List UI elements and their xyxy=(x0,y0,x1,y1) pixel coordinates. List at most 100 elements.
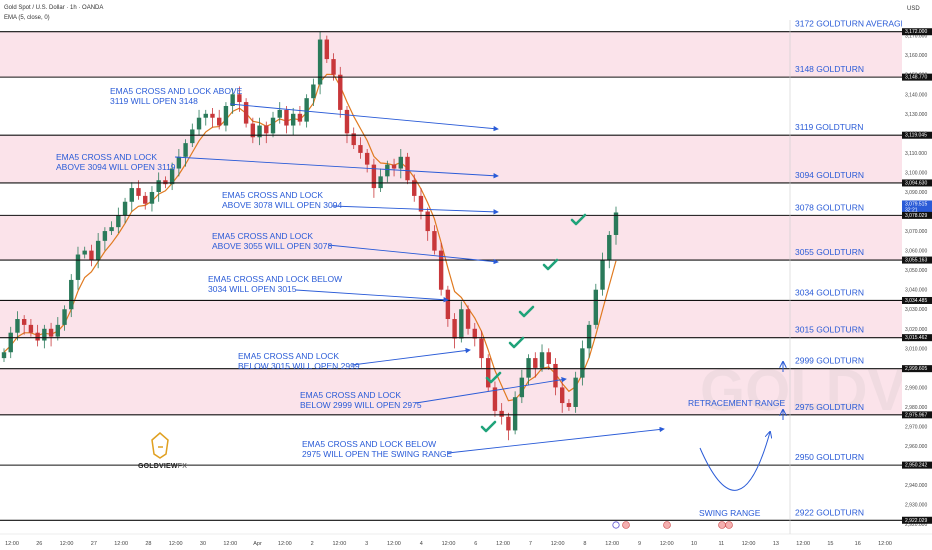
time-tick-label: 12:00 xyxy=(660,541,674,547)
annotation-arrow xyxy=(351,347,471,366)
level-price-label: 2,975.967 xyxy=(905,412,927,418)
candle-body xyxy=(472,328,477,339)
time-tick-label: 12:00 xyxy=(5,541,19,547)
time-tick-label: 12:00 xyxy=(796,541,810,547)
level-price-label: 2,922.029 xyxy=(905,518,927,524)
annotation-text: EMA5 CROSS AND LOCK xyxy=(300,390,401,400)
candle-body xyxy=(405,156,410,181)
candle-body xyxy=(438,250,444,290)
candle-body xyxy=(75,254,81,280)
candle-body xyxy=(95,240,101,261)
candle-body xyxy=(304,98,309,122)
annotation-text: RETRACEMENT RANGE xyxy=(688,398,785,408)
price-axis-bg xyxy=(902,0,932,550)
level-label: 3172 GOLDTURN AVERAGE xyxy=(795,19,907,29)
candle-body xyxy=(412,180,417,196)
time-tick-label: 26 xyxy=(36,541,42,547)
svg-text:GOLDVIEW FX: GOLDVIEW FX xyxy=(700,358,932,423)
time-tick-label: 4 xyxy=(420,541,423,547)
level-price-tag xyxy=(902,179,932,187)
candle-body xyxy=(28,324,34,333)
price-tick-label: 2,960.000 xyxy=(905,444,927,450)
level-price-label: 3,055.163 xyxy=(905,258,927,264)
candle-body xyxy=(62,309,67,325)
candle-body xyxy=(385,164,390,177)
price-tick-label: 3,010.000 xyxy=(905,346,927,352)
annotation-arrow xyxy=(415,377,567,404)
price-tick-label: 2,990.000 xyxy=(905,385,927,391)
annotation-text: EMA5 CROSS AND LOCK ABOVE xyxy=(110,86,243,96)
candle-body xyxy=(270,117,276,134)
candle-body xyxy=(459,309,464,339)
level-label: 2922 GOLDTURN xyxy=(795,507,864,517)
annotation-arrow xyxy=(327,244,499,265)
time-tick-label: 16 xyxy=(855,541,861,547)
price-tick-label: 2,970.000 xyxy=(905,425,927,431)
level-price-tag xyxy=(902,334,932,342)
candle-body xyxy=(297,113,303,122)
candle-body xyxy=(452,319,457,339)
candle-body xyxy=(600,260,605,290)
annotation-text: EMA5 CROSS AND LOCK xyxy=(56,152,157,162)
candle-body xyxy=(264,125,269,134)
time-tick-label: 28 xyxy=(145,541,151,547)
candle-body xyxy=(358,145,363,153)
flag-icon-us[interactable] xyxy=(612,521,733,529)
level-price-label: 3,148.770 xyxy=(905,75,927,81)
candle-body xyxy=(35,332,40,341)
candle-body xyxy=(169,168,175,185)
level-price-tag xyxy=(902,516,932,524)
candle-body xyxy=(613,212,619,235)
annotation-text: EMA5 CROSS AND LOCK BELOW xyxy=(208,274,342,284)
time-tick-label: 12:00 xyxy=(169,541,183,547)
annotation-arrow xyxy=(447,426,665,454)
level-price-tag xyxy=(902,256,932,264)
candle-body xyxy=(533,358,538,368)
candle-body xyxy=(257,125,262,138)
candle-body xyxy=(55,324,61,337)
currency-label: USD xyxy=(907,6,920,12)
candle-body xyxy=(364,152,370,165)
annotation-text: 3034 WILL OPEN 3015 xyxy=(208,284,297,294)
current-price-tag xyxy=(902,200,932,215)
level-price-tag xyxy=(902,73,932,81)
time-tick-label: 12:00 xyxy=(442,541,456,547)
candle-body xyxy=(512,397,518,431)
price-tick-label: 3,050.000 xyxy=(905,268,927,274)
annotation-text: ABOVE 3055 WILL OPEN 3078 xyxy=(212,241,332,251)
indicator-label[interactable]: EMA (5, close, 0) xyxy=(4,15,50,21)
countdown-label: 32:21 xyxy=(905,207,918,213)
time-tick-label: 12:00 xyxy=(60,541,74,547)
price-tick-label: 3,170.000 xyxy=(905,34,927,40)
goldview-logo-icon xyxy=(151,432,169,459)
candle-body xyxy=(593,289,599,325)
check-icon xyxy=(485,371,502,384)
candle-body xyxy=(48,328,54,337)
candle-body xyxy=(492,387,498,411)
candle-body xyxy=(445,289,451,320)
check-icon xyxy=(480,420,497,433)
candle-body xyxy=(69,279,74,310)
level-price-label: 3,079.515 xyxy=(905,201,927,207)
zone-band xyxy=(0,215,902,261)
candle-body xyxy=(143,195,148,204)
level-price-tag xyxy=(902,131,932,139)
candle-body xyxy=(277,109,282,118)
level-price-tag xyxy=(902,296,932,304)
candle-body xyxy=(136,188,141,196)
level-price-label: 2,950.242 xyxy=(905,463,927,469)
candle-body xyxy=(21,319,27,325)
candle-body xyxy=(250,123,256,138)
candle-body xyxy=(553,363,558,388)
candle-body xyxy=(391,164,397,169)
check-icon xyxy=(508,336,525,349)
time-tick-label: Apr xyxy=(253,541,262,547)
check-marks xyxy=(480,213,587,433)
level-label: 3078 GOLDTURN xyxy=(795,202,864,212)
candle-body xyxy=(351,133,356,146)
check-icon xyxy=(570,213,587,226)
time-tick-label: 27 xyxy=(91,541,97,547)
candle-body xyxy=(8,332,13,353)
price-tick-label: 2,920.000 xyxy=(905,522,927,528)
level-price-label: 3,094.630 xyxy=(905,180,927,186)
